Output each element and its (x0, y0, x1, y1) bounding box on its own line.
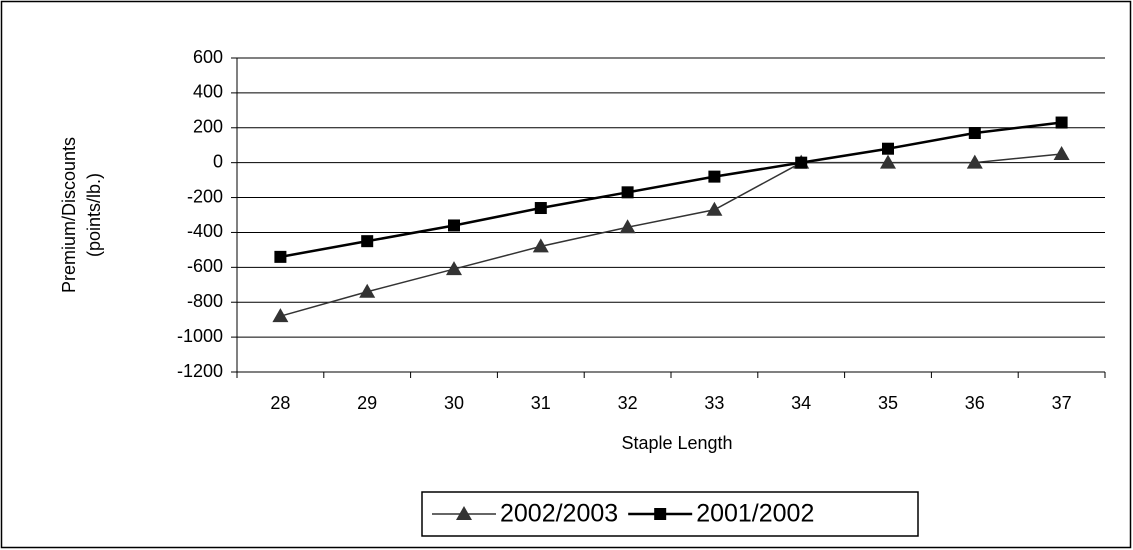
marker-triangle (446, 261, 462, 276)
marker-square (968, 127, 981, 140)
marker-square (448, 219, 460, 232)
y-tick-label: -400 (187, 221, 223, 241)
marker-triangle (272, 308, 289, 323)
y-tick-label: -1200 (177, 361, 223, 381)
x-tick-label: 32 (618, 393, 638, 413)
x-tick-label: 35 (878, 393, 898, 413)
y-tick-label: 200 (193, 117, 223, 137)
legend-label: 2002/2003 (500, 500, 618, 528)
marker-triangle (966, 154, 983, 169)
legend-label: 2001/2002 (696, 500, 814, 528)
y-axis-label: (points/lb.) (84, 173, 104, 257)
y-tick-label: 0 (213, 151, 223, 171)
marker-triangle (706, 201, 723, 216)
marker-triangle (1053, 145, 1070, 160)
x-tick-label: 34 (791, 393, 811, 413)
marker-square (882, 142, 894, 155)
marker-square (274, 250, 287, 263)
marker-square (1055, 116, 1068, 129)
y-tick-label: 600 (193, 47, 223, 67)
x-tick-label: 31 (531, 393, 551, 413)
series-line (280, 121, 1062, 259)
x-axis-label: Staple Length (621, 433, 732, 453)
y-tick-label: -1000 (177, 326, 223, 346)
marker-triangle (619, 219, 636, 234)
marker-triangle (532, 238, 549, 253)
x-tick-label: 33 (704, 393, 724, 413)
marker-square (361, 235, 374, 248)
x-tick-label: 37 (1052, 393, 1072, 413)
marker-square (621, 186, 634, 199)
x-tick-label: 30 (444, 393, 464, 413)
marker-square (708, 170, 721, 183)
y-tick-label: -800 (187, 291, 223, 311)
marker-triangle (456, 506, 472, 520)
y-tick-label: 400 (193, 82, 223, 102)
marker-square (654, 508, 667, 520)
x-tick-label: 29 (357, 393, 377, 413)
y-axis-label: Premium/Discounts (59, 137, 79, 293)
y-tick-label: -200 (187, 186, 223, 206)
marker-square (534, 202, 547, 215)
y-tick-label: -600 (187, 256, 223, 276)
marker-triangle (880, 154, 896, 169)
x-tick-label: 36 (965, 393, 985, 413)
x-tick-label: 28 (270, 393, 290, 413)
series-line (280, 153, 1062, 317)
marker-square (795, 156, 808, 169)
marker-triangle (359, 283, 376, 298)
